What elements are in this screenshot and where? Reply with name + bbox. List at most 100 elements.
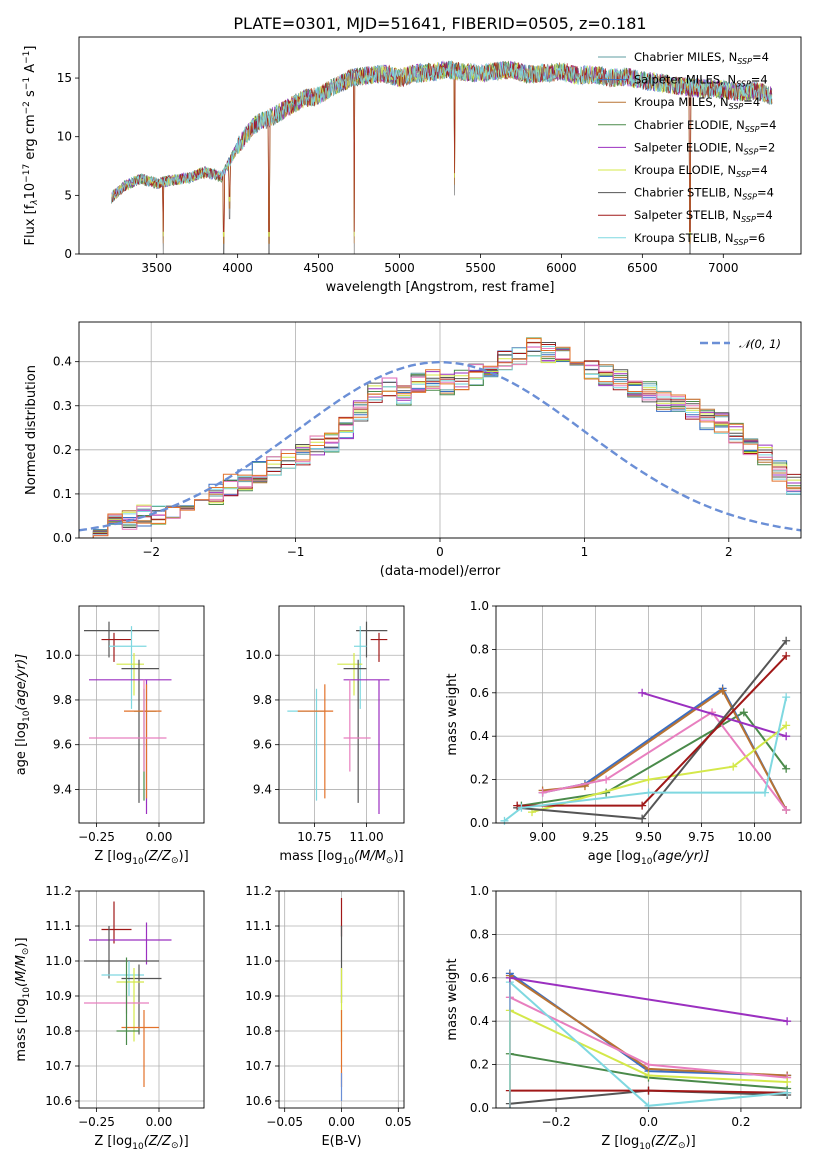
y-tick-label: 15 bbox=[57, 71, 72, 85]
weight-marker bbox=[644, 1086, 653, 1095]
axes-frame bbox=[495, 890, 802, 1109]
weight-line bbox=[641, 691, 787, 738]
y-tick-label: 0.2 bbox=[470, 773, 489, 787]
axes-frame bbox=[78, 321, 802, 539]
weight-marker bbox=[602, 775, 611, 784]
y-tick-label: 5 bbox=[64, 188, 72, 202]
y-tick-label: 0.4 bbox=[53, 355, 72, 369]
weight-marker bbox=[644, 1071, 653, 1080]
y-tick-label: 10 bbox=[57, 130, 72, 144]
weight-vs-metallicity-panel: −0.2 0.0 0.2 0.0 0.2 0.4 0.6 0.8 1.0 Z [log10(Z/Z… bbox=[445, 884, 802, 1152]
y-tick-label: 0.0 bbox=[470, 1101, 489, 1115]
y-tick-label: 1.0 bbox=[470, 599, 489, 613]
y-tick-label: 0.6 bbox=[470, 971, 489, 985]
y-tick-label: 10.0 bbox=[45, 648, 72, 662]
x-tick-label: 9.50 bbox=[635, 830, 662, 844]
x-tick-label: 9.75 bbox=[688, 830, 715, 844]
y-tick-label: 9.4 bbox=[53, 782, 72, 796]
x-tick-label: −2 bbox=[142, 545, 160, 559]
y-tick-label: 9.6 bbox=[253, 738, 272, 752]
y-tick-label: 11.1 bbox=[45, 919, 72, 933]
weight-marker bbox=[783, 1077, 792, 1086]
y-tick-label: 10.9 bbox=[45, 989, 72, 1003]
y-tick-label: 11.0 bbox=[45, 954, 72, 968]
y-tick-label: 0.6 bbox=[470, 686, 489, 700]
y-axis-label: age [log10(age/yr)] bbox=[14, 654, 32, 776]
histogram-step bbox=[79, 338, 801, 538]
x-tick-label: 5500 bbox=[465, 261, 496, 275]
x-tick-label: 0.00 bbox=[146, 830, 173, 844]
y-tick-label: 0.8 bbox=[470, 927, 489, 941]
y-tick-label: 0.4 bbox=[470, 729, 489, 743]
y-tick-label: 0.2 bbox=[53, 443, 72, 457]
spectrum-panel: 3500 4000 4500 5000 5500 6000 6500 7000 0 5 10 15 wa… bbox=[22, 36, 802, 295]
y-tick-label: 10.7 bbox=[45, 1059, 72, 1073]
figure-title: PLATE=0301, MJD=51641, FIBERID=0505, z=0… bbox=[233, 14, 646, 33]
legend-entry: Kroupa STELIB, NSSP=6 bbox=[634, 231, 765, 247]
x-tick-label: 0.05 bbox=[385, 1115, 412, 1129]
x-tick-label: −0.25 bbox=[78, 1115, 115, 1129]
axes-frame bbox=[78, 890, 205, 1109]
weight-marker bbox=[513, 801, 522, 810]
y-tick-label: 1.0 bbox=[470, 884, 489, 898]
weight-marker bbox=[739, 708, 748, 717]
x-tick-label: 6500 bbox=[627, 261, 658, 275]
y-tick-label: 11.0 bbox=[245, 954, 272, 968]
y-tick-label: 10.6 bbox=[245, 1094, 272, 1108]
weight-marker bbox=[760, 788, 769, 797]
x-tick-label: 9.00 bbox=[529, 830, 556, 844]
x-tick-label: −1 bbox=[287, 545, 305, 559]
x-axis-label: wavelength [Angstrom, rest frame] bbox=[326, 280, 555, 295]
x-tick-label: 10.75 bbox=[297, 830, 331, 844]
spectrum-line bbox=[111, 61, 773, 237]
legend-entry: Salpeter ELODIE, NSSP=2 bbox=[634, 140, 775, 156]
weight-marker bbox=[729, 762, 738, 771]
y-tick-label: 0.8 bbox=[470, 642, 489, 656]
weight-marker bbox=[782, 764, 791, 773]
y-tick-label: 0.2 bbox=[470, 1058, 489, 1072]
legend-entry: Chabrier ELODIE, NSSP=4 bbox=[634, 118, 776, 134]
histogram-step bbox=[79, 342, 801, 538]
x-tick-label: 0.00 bbox=[328, 1115, 355, 1129]
x-axis-label: E(B-V) bbox=[321, 1134, 361, 1149]
y-axis-label: mass weight bbox=[445, 958, 460, 1040]
weight-marker bbox=[783, 1017, 792, 1026]
legend-entry: 𝒩(0, 1) bbox=[739, 337, 781, 351]
residual-histogram-panel: −2 −1 0 1 2 0.0 0.1 0.2 0.3 0.4 (data-model)/error… bbox=[24, 321, 802, 579]
x-tick-label: 0.0 bbox=[639, 1115, 658, 1129]
x-tick-label: 0.00 bbox=[146, 1115, 173, 1129]
x-tick-label: 9.25 bbox=[582, 830, 609, 844]
y-tick-label: 0 bbox=[64, 247, 72, 261]
weight-marker bbox=[517, 803, 526, 812]
y-tick-label: 10.8 bbox=[45, 1024, 72, 1038]
x-axis-label: Z [log10(Z/Z⊙)] bbox=[94, 1134, 188, 1152]
y-tick-label: 11.2 bbox=[45, 884, 72, 898]
y-tick-label: 0.0 bbox=[470, 816, 489, 830]
y-tick-label: 9.8 bbox=[253, 693, 272, 707]
y-tick-label: 10.6 bbox=[45, 1094, 72, 1108]
x-tick-label: 0 bbox=[436, 545, 444, 559]
x-tick-label: 4000 bbox=[222, 261, 253, 275]
x-tick-label: 0.2 bbox=[731, 1115, 750, 1129]
mass-vs-metallicity-panel: −0.25 0.00 10.6 10.7 10.8 10.9 11.0 11.1 11.2 Z [… bbox=[14, 884, 205, 1152]
axes-frame bbox=[495, 605, 802, 824]
weight-marker bbox=[782, 693, 791, 702]
y-axis-label: Normed distribution bbox=[24, 365, 39, 495]
y-tick-label: 10.8 bbox=[245, 1024, 272, 1038]
weight-marker bbox=[782, 636, 791, 645]
weight-marker bbox=[782, 721, 791, 730]
y-axis-label: Flux [fλ10−17 erg cm−2 s−1 A−1] bbox=[22, 46, 40, 246]
weight-vs-age-panel: 9.00 9.25 9.50 9.75 10.00 0.0 0.2 0.4 0.6 0.8 1.0 a… bbox=[445, 599, 802, 867]
weight-marker bbox=[500, 816, 509, 825]
weight-marker bbox=[644, 1060, 653, 1069]
axes-frame bbox=[278, 890, 405, 1109]
y-tick-label: 0.4 bbox=[470, 1014, 489, 1028]
age-vs-mass-panel: 10.75 11.00 9.4 9.6 9.8 10.0 mass [log10(M/M⊙)… bbox=[245, 605, 405, 867]
y-tick-label: 10.9 bbox=[245, 989, 272, 1003]
mass-vs-extinction-panel: −0.05 0.00 0.05 10.6 10.7 10.8 10.9 11.0 11.1 11.… bbox=[245, 884, 411, 1149]
x-tick-label: −0.25 bbox=[78, 830, 115, 844]
weight-marker bbox=[638, 801, 647, 810]
weight-marker bbox=[644, 788, 653, 797]
y-tick-label: 9.6 bbox=[53, 738, 72, 752]
y-axis-label: mass [log10(M/M⊙)] bbox=[14, 937, 32, 1061]
